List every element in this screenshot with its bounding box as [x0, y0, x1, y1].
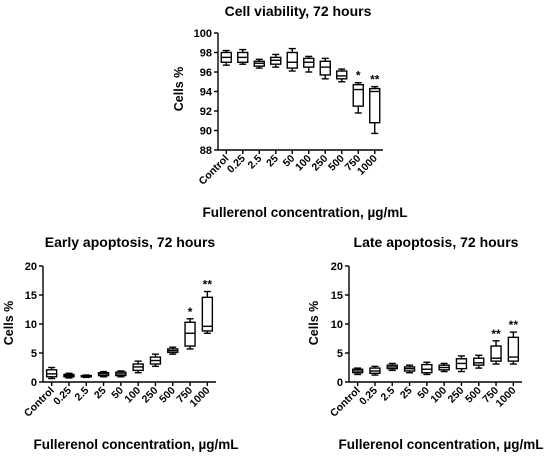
cell-viability-y-tick-label: 96 [200, 67, 212, 79]
iqr-box [336, 70, 348, 80]
late-apoptosis-box-0 [351, 367, 364, 376]
early-apoptosis-y-tick-label: 15 [25, 290, 37, 302]
late-apoptosis-x-tick-label: 0.25 [357, 385, 380, 408]
cell-viability-x-tick-label: 25 [264, 153, 281, 170]
iqr-box [507, 336, 520, 362]
iqr-box [286, 51, 298, 69]
cell-viability-y-axis-label: Cells % [172, 67, 186, 111]
cell-viability-y-tick-label: 88 [200, 145, 212, 157]
cell-viability-box-5 [303, 55, 315, 73]
early-apoptosis-y-tick-label: 5 [31, 348, 37, 360]
early-apoptosis-box-9: ** [201, 278, 214, 334]
late-apoptosis-y-tick-label: 0 [337, 377, 343, 389]
late-apoptosis-y-tick-label: 20 [331, 261, 343, 273]
early-apoptosis-x-tick-label: 25 [92, 385, 109, 402]
late-apoptosis-box-2 [386, 362, 398, 372]
late-apoptosis-box-1 [369, 365, 381, 376]
early-apoptosis-x-tick-label: 500 [157, 385, 178, 406]
cell-viability-x-tick-label: 2.5 [246, 153, 265, 172]
early-apoptosis-box-0 [45, 366, 58, 380]
cell-viability-box-6 [319, 57, 331, 80]
late-apoptosis-x-tick-label: 500 [463, 385, 484, 406]
cell-viability-y-tick-label: 98 [200, 48, 212, 60]
early-apoptosis-x-tick-label: Control [22, 385, 57, 420]
late-apoptosis-panel: Late apoptosis, 72 hours Cells % Fullere… [307, 234, 544, 452]
late-apoptosis-box-8: ** [490, 327, 502, 365]
cell-viability-x-tick-label: Control [196, 153, 231, 188]
late-apoptosis-x-tick-label: 250 [446, 385, 467, 406]
cell-viability-y-tick-label: 90 [200, 126, 212, 138]
late-apoptosis-y-tick-label: 15 [331, 290, 343, 302]
cell-viability-y-tick-label: 92 [200, 106, 212, 118]
late-apoptosis-box-6 [455, 355, 468, 373]
early-apoptosis-x-tick-label: 100 [122, 385, 143, 406]
iqr-box [352, 83, 364, 107]
cell-viability-box-2 [253, 58, 265, 69]
cell-viability-box-0 [220, 49, 232, 66]
cell-viability-box-8: * [352, 69, 364, 114]
iqr-box [184, 321, 196, 347]
early-apoptosis-y-tick-label: 10 [25, 319, 37, 331]
late-apoptosis-x-axis-label: Fullerenol concentration, µg/mL [338, 437, 543, 452]
early-apoptosis-y-axis-label: Cells % [2, 301, 16, 345]
late-apoptosis-y-tick-label: 10 [331, 319, 343, 331]
early-apoptosis-panel: Early apoptosis, 72 hours Cells % Fuller… [2, 234, 239, 452]
early-apoptosis-box-4 [115, 370, 127, 378]
significance-marker: ** [203, 278, 213, 292]
early-apoptosis-x-tick-label: 1000 [187, 385, 212, 410]
late-apoptosis-x-tick-label: 2.5 [379, 385, 398, 404]
iqr-box [490, 345, 502, 362]
iqr-box [201, 296, 214, 332]
early-apoptosis-x-tick-label: 250 [140, 385, 161, 406]
cell-viability-y-tick-label: 94 [200, 87, 213, 99]
cell-viability-x-axis-label: Fullerenol concentration, µg/mL [202, 205, 407, 220]
late-apoptosis-box-3 [403, 364, 416, 374]
early-apoptosis-box-1 [63, 372, 75, 379]
early-apoptosis-box-8: * [184, 305, 196, 350]
early-apoptosis-title: Early apoptosis, 72 hours [45, 234, 216, 250]
late-apoptosis-box-5 [438, 362, 450, 373]
cell-viability-box-7 [336, 68, 348, 83]
cell-viability-box-4 [286, 47, 298, 72]
late-apoptosis-x-tick-label: 100 [428, 385, 449, 406]
early-apoptosis-x-tick-label: 2.5 [73, 385, 92, 404]
early-apoptosis-y-tick-label: 20 [25, 261, 37, 273]
cell-viability-x-tick-label: 0.25 [225, 153, 248, 176]
cell-viability-box-3 [270, 53, 282, 68]
significance-marker: * [356, 69, 361, 83]
cell-viability-title: Cell viability, 72 hours [225, 3, 372, 19]
early-apoptosis-box-3 [97, 370, 110, 378]
cell-viability-y-tick-label: 100 [194, 28, 212, 40]
late-apoptosis-box-4 [421, 361, 433, 376]
early-apoptosis-x-tick-label: 0.25 [51, 385, 74, 408]
cell-viability-box-9: ** [369, 73, 381, 135]
late-apoptosis-y-tick-label: 5 [337, 348, 343, 360]
cell-viability-x-tick-label: 1000 [355, 153, 380, 178]
late-apoptosis-y-axis-label: Cells % [307, 301, 321, 345]
significance-marker: ** [491, 327, 501, 341]
cell-viability-panel: Cell viability, 72 hours Cells % Fullere… [172, 3, 408, 220]
significance-marker: * [188, 305, 193, 319]
early-apoptosis-x-axis-label: Fullerenol concentration, µg/mL [33, 437, 238, 452]
late-apoptosis-title: Late apoptosis, 72 hours [354, 234, 519, 250]
late-apoptosis-x-tick-label: 25 [398, 385, 415, 402]
late-apoptosis-x-tick-label: 1000 [493, 385, 518, 410]
iqr-box [369, 87, 381, 124]
late-apoptosis-box-7 [473, 354, 485, 369]
early-apoptosis-box-7 [167, 346, 179, 355]
early-apoptosis-box-6 [149, 353, 162, 368]
early-apoptosis-box-5 [132, 360, 144, 374]
late-apoptosis-box-9: ** [507, 318, 520, 365]
significance-marker: ** [509, 318, 519, 332]
significance-marker: ** [370, 73, 380, 87]
late-apoptosis-x-tick-label: Control [328, 385, 363, 420]
iqr-box [319, 60, 331, 76]
early-apoptosis-y-tick-label: 0 [31, 377, 37, 389]
early-apoptosis-box-2 [80, 374, 92, 379]
iqr-box [473, 357, 485, 366]
cell-viability-box-1 [237, 48, 249, 65]
